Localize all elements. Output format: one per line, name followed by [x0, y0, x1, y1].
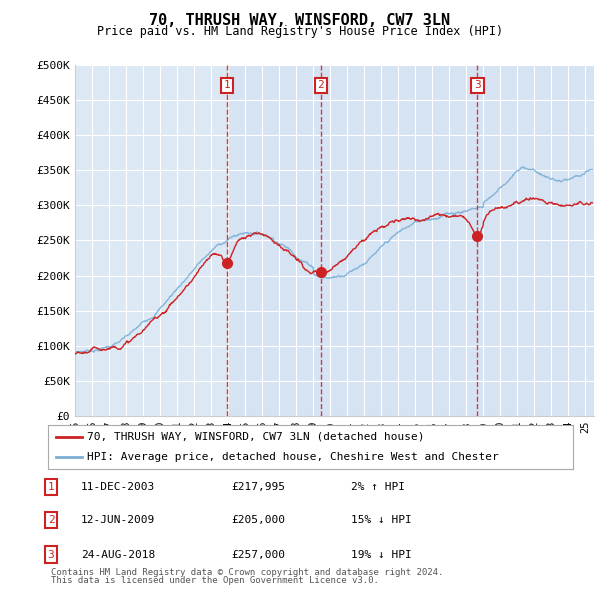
Text: 11-DEC-2003: 11-DEC-2003 [81, 482, 155, 491]
Bar [227, 65, 594, 416]
Text: 3: 3 [47, 550, 55, 559]
Text: 15% ↓ HPI: 15% ↓ HPI [351, 516, 412, 525]
Text: Price paid vs. HM Land Registry's House Price Index (HPI): Price paid vs. HM Land Registry's House … [97, 25, 503, 38]
Text: £205,000: £205,000 [231, 516, 285, 525]
Text: Contains HM Land Registry data © Crown copyright and database right 2024.: Contains HM Land Registry data © Crown c… [51, 568, 443, 577]
Text: 70, THRUSH WAY, WINSFORD, CW7 3LN (detached house): 70, THRUSH WAY, WINSFORD, CW7 3LN (detac… [88, 432, 425, 442]
Text: 1: 1 [47, 482, 55, 491]
Text: 1: 1 [224, 80, 230, 90]
Text: £257,000: £257,000 [231, 550, 285, 559]
Text: 12-JUN-2009: 12-JUN-2009 [81, 516, 155, 525]
Text: HPI: Average price, detached house, Cheshire West and Chester: HPI: Average price, detached house, Ches… [88, 452, 499, 462]
Text: 2: 2 [317, 80, 324, 90]
Text: 24-AUG-2018: 24-AUG-2018 [81, 550, 155, 559]
Text: 2% ↑ HPI: 2% ↑ HPI [351, 482, 405, 491]
Text: 19% ↓ HPI: 19% ↓ HPI [351, 550, 412, 559]
Text: 70, THRUSH WAY, WINSFORD, CW7 3LN: 70, THRUSH WAY, WINSFORD, CW7 3LN [149, 13, 451, 28]
Text: 2: 2 [47, 516, 55, 525]
Text: 3: 3 [474, 80, 481, 90]
Text: £217,995: £217,995 [231, 482, 285, 491]
Text: This data is licensed under the Open Government Licence v3.0.: This data is licensed under the Open Gov… [51, 576, 379, 585]
